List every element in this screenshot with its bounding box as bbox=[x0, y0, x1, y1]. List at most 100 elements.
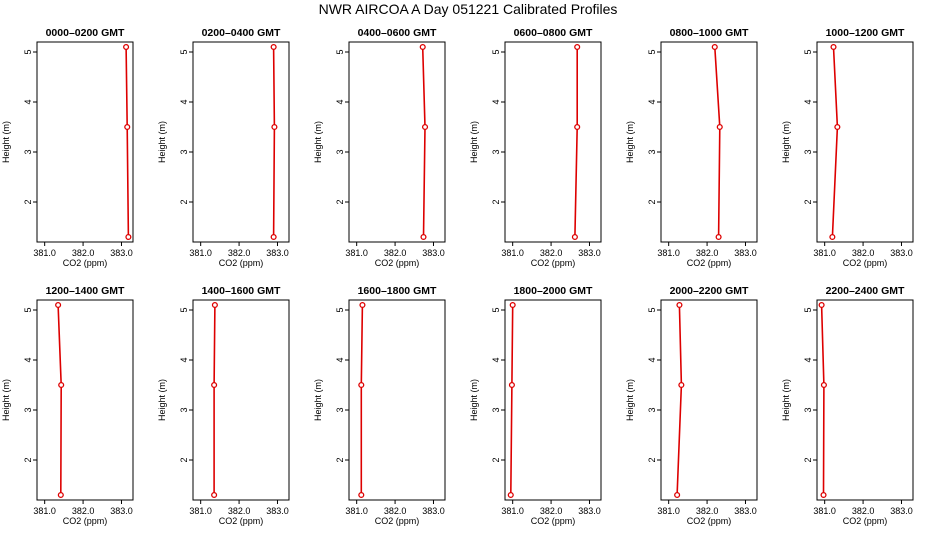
chart-panel: 0200–0400 GMT 381.0 382.0 383.0 2 3 4 5 CO2 (ppm… bbox=[157, 27, 290, 268]
x-axis-label: CO2 (ppm) bbox=[375, 258, 420, 268]
x-tick-label: 382.0 bbox=[540, 506, 563, 516]
data-point bbox=[508, 381, 515, 389]
panel-title: 0600–0800 GMT bbox=[514, 27, 593, 39]
y-axis-label: Height (m) bbox=[625, 121, 635, 163]
y-tick-label: 5 bbox=[647, 49, 657, 54]
y-tick-label: 5 bbox=[23, 307, 33, 312]
chart-panel: 1200–1400 GMT 381.0 382.0 383.0 2 3 4 5 CO2 (ppm… bbox=[1, 285, 134, 526]
y-tick-label: 4 bbox=[491, 357, 501, 362]
data-point bbox=[574, 123, 581, 131]
y-tick-label: 3 bbox=[803, 149, 813, 154]
x-tick-label: 382.0 bbox=[384, 248, 407, 258]
y-tick-label: 2 bbox=[647, 199, 657, 204]
plot-frame bbox=[192, 41, 290, 243]
data-point bbox=[271, 123, 278, 131]
y-tick-label: 4 bbox=[803, 99, 813, 104]
y-tick-label: 2 bbox=[491, 199, 501, 204]
data-point bbox=[574, 43, 581, 51]
x-tick-label: 383.0 bbox=[578, 248, 601, 258]
data-point bbox=[834, 123, 841, 131]
y-tick-label: 3 bbox=[647, 149, 657, 154]
plot-frame bbox=[504, 299, 602, 501]
x-tick-label: 383.0 bbox=[890, 506, 913, 516]
plot-frame bbox=[816, 299, 914, 501]
panel-title: 1800–2000 GMT bbox=[514, 285, 593, 297]
chart-panel: 1000–1200 GMT 381.0 382.0 383.0 2 3 4 5 CO2 (ppm… bbox=[781, 27, 914, 268]
y-tick-label: 2 bbox=[179, 457, 189, 462]
x-tick-label: 382.0 bbox=[72, 506, 95, 516]
plot-frame bbox=[36, 41, 134, 243]
plot-frame bbox=[36, 299, 134, 501]
x-tick-label: 381.0 bbox=[189, 248, 212, 258]
x-tick-label: 381.0 bbox=[345, 506, 368, 516]
plot-frame bbox=[192, 299, 290, 501]
y-tick-label: 5 bbox=[647, 307, 657, 312]
x-axis-label: CO2 (ppm) bbox=[375, 516, 420, 526]
y-tick-label: 2 bbox=[23, 457, 33, 462]
panel-title: 1200–1400 GMT bbox=[46, 285, 125, 297]
y-tick-label: 3 bbox=[491, 407, 501, 412]
data-point bbox=[270, 43, 277, 51]
data-point bbox=[419, 43, 426, 51]
y-tick-label: 5 bbox=[803, 307, 813, 312]
panel-title: 0800–1000 GMT bbox=[670, 27, 749, 39]
x-axis-label: CO2 (ppm) bbox=[531, 258, 576, 268]
data-point bbox=[674, 491, 681, 499]
y-tick-label: 4 bbox=[647, 357, 657, 362]
data-point bbox=[507, 491, 514, 499]
x-axis-label: CO2 (ppm) bbox=[687, 516, 732, 526]
plot-frame bbox=[660, 41, 758, 243]
panel-title: 0000–0200 GMT bbox=[46, 27, 125, 39]
data-point bbox=[211, 491, 218, 499]
profile-line bbox=[714, 46, 721, 238]
x-tick-label: 382.0 bbox=[540, 248, 563, 258]
profile-line bbox=[360, 304, 364, 495]
chart-panel: 0000–0200 GMT 381.0 382.0 383.0 2 3 4 5 CO2 (ppm… bbox=[1, 27, 134, 268]
x-tick-label: 381.0 bbox=[33, 248, 56, 258]
y-axis-label: Height (m) bbox=[469, 379, 479, 421]
x-axis-label: CO2 (ppm) bbox=[63, 258, 108, 268]
x-tick-label: 382.0 bbox=[228, 248, 251, 258]
plot-frame bbox=[660, 299, 758, 501]
y-tick-label: 2 bbox=[491, 457, 501, 462]
y-tick-label: 4 bbox=[803, 357, 813, 362]
data-point bbox=[358, 381, 365, 389]
x-tick-label: 383.0 bbox=[734, 506, 757, 516]
chart-panel: 2200–2400 GMT 381.0 382.0 383.0 2 3 4 5 CO2 (ppm… bbox=[781, 285, 914, 526]
x-tick-label: 383.0 bbox=[734, 248, 757, 258]
profile-line bbox=[510, 304, 514, 496]
x-tick-label: 382.0 bbox=[696, 248, 719, 258]
x-tick-label: 381.0 bbox=[33, 506, 56, 516]
y-tick-label: 4 bbox=[23, 357, 33, 362]
data-point bbox=[716, 123, 723, 131]
x-tick-label: 381.0 bbox=[657, 248, 680, 258]
x-tick-label: 383.0 bbox=[110, 248, 133, 258]
data-point bbox=[676, 301, 683, 309]
plot-frame bbox=[504, 41, 602, 243]
plot-frame bbox=[348, 299, 446, 501]
y-axis-label: Height (m) bbox=[157, 121, 167, 163]
chart-panel: 1600–1800 GMT 381.0 382.0 383.0 2 3 4 5 CO2 (ppm… bbox=[313, 285, 446, 526]
data-point bbox=[830, 43, 837, 51]
x-tick-label: 382.0 bbox=[852, 506, 875, 516]
data-point bbox=[125, 233, 132, 241]
x-tick-label: 381.0 bbox=[501, 506, 524, 516]
y-tick-label: 4 bbox=[179, 99, 189, 104]
data-point bbox=[571, 233, 578, 241]
y-axis-label: Height (m) bbox=[313, 379, 323, 421]
y-tick-label: 4 bbox=[23, 99, 33, 104]
y-axis-label: Height (m) bbox=[469, 121, 479, 163]
data-point bbox=[359, 301, 366, 309]
x-tick-label: 382.0 bbox=[852, 248, 875, 258]
y-tick-label: 5 bbox=[803, 49, 813, 54]
y-tick-label: 2 bbox=[803, 457, 813, 462]
y-tick-label: 5 bbox=[491, 49, 501, 54]
y-tick-label: 3 bbox=[179, 407, 189, 412]
x-tick-label: 381.0 bbox=[813, 248, 836, 258]
chart-panel: 1800–2000 GMT 381.0 382.0 383.0 2 3 4 5 CO2 (ppm… bbox=[469, 285, 602, 526]
y-tick-label: 5 bbox=[179, 307, 189, 312]
panel-title: 2200–2400 GMT bbox=[826, 285, 905, 297]
x-tick-label: 381.0 bbox=[345, 248, 368, 258]
y-axis-label: Height (m) bbox=[1, 121, 11, 163]
data-point bbox=[358, 491, 365, 499]
